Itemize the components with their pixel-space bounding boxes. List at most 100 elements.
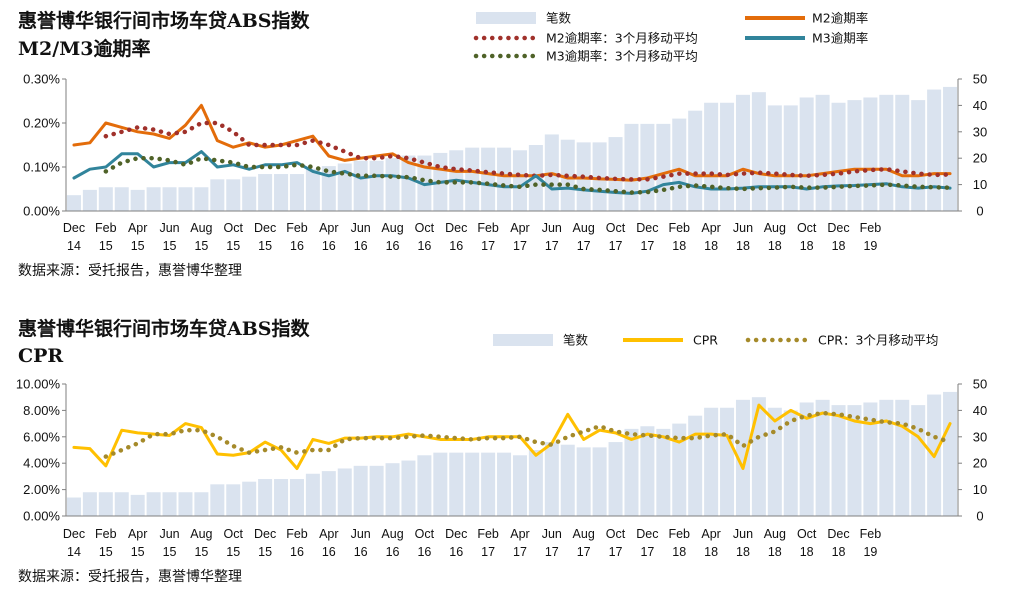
bar xyxy=(194,187,209,211)
bar xyxy=(210,484,225,516)
source-note: 数据来源：受托报告，惠誉博华整理 xyxy=(18,568,242,585)
series-m2-line xyxy=(72,103,952,182)
chart-2-title-line-2: CPR xyxy=(18,345,63,367)
legend-item-m3ma: M3逾期率：3个月移动平均 xyxy=(473,49,698,64)
bar xyxy=(178,187,193,211)
bar xyxy=(162,492,177,516)
y-left-tick-label: 0.30% xyxy=(23,72,60,87)
bar xyxy=(672,423,687,516)
bar xyxy=(258,174,273,211)
x-tick-label-month: Feb xyxy=(95,221,117,235)
bar xyxy=(624,428,639,516)
bar xyxy=(242,481,257,516)
bar xyxy=(720,102,735,211)
bar xyxy=(226,484,241,516)
bar xyxy=(481,147,496,211)
x-tick-label-month: Dec xyxy=(636,221,658,235)
bar xyxy=(847,405,862,516)
bars-group xyxy=(66,391,958,516)
bar xyxy=(576,447,591,516)
legend-item-cprma: CPR：3个月移动平均 xyxy=(745,333,938,348)
legend-label: M3逾期率：3个月移动平均 xyxy=(546,49,698,64)
x-tick-label-month: Dec xyxy=(254,221,276,235)
bar xyxy=(751,397,766,516)
bar xyxy=(258,479,273,516)
bar xyxy=(353,465,368,516)
y-right-tick-label: 40 xyxy=(973,98,987,113)
y-right-tick-label: 50 xyxy=(973,377,987,392)
chart-2-title-line-1: 惠誉博华银行间市场车贷ABS指数 xyxy=(18,317,311,340)
y-left-tick-label: 0.00% xyxy=(23,509,60,524)
x-tick-label-month: Apr xyxy=(510,221,529,235)
x-tick-label-year: 15 xyxy=(258,545,272,559)
bar xyxy=(704,407,719,516)
bar xyxy=(512,455,527,516)
series-m2ma-line xyxy=(103,120,953,182)
x-tick-label-year: 16 xyxy=(386,545,400,559)
chart-1-title-line-2: M2/M3逾期率 xyxy=(18,37,150,60)
x-tick-label-month: Feb xyxy=(477,527,499,541)
x-tick-label-month: Oct xyxy=(415,221,435,235)
legend-label: 笔数 xyxy=(563,333,589,348)
x-tick-label-year: 17 xyxy=(609,239,623,253)
x-tick-label-month: Jun xyxy=(159,527,179,541)
x-tick-label-year: 18 xyxy=(832,545,846,559)
bar xyxy=(82,189,97,211)
x-tick-label-month: Oct xyxy=(797,221,817,235)
bar xyxy=(417,455,432,516)
y-right-tick-label: 0 xyxy=(976,204,983,219)
bar xyxy=(66,497,81,516)
x-tick-label-year: 17 xyxy=(545,545,559,559)
x-tick-label-year: 15 xyxy=(163,239,177,253)
bar xyxy=(528,450,543,516)
x-tick-label-month: Dec xyxy=(63,527,85,541)
bar xyxy=(162,187,177,211)
bar xyxy=(289,479,304,516)
bar xyxy=(337,468,352,516)
bar xyxy=(656,123,671,211)
x-tick-label-month: Jun xyxy=(159,221,179,235)
x-tick-label-month: Aug xyxy=(573,527,595,541)
x-tick-label-month: Aug xyxy=(381,527,403,541)
x-tick-label-month: Oct xyxy=(224,527,244,541)
x-tick-label-year: 17 xyxy=(609,545,623,559)
bar xyxy=(704,102,719,211)
bar xyxy=(672,118,687,211)
x-tick-label-year: 16 xyxy=(354,545,368,559)
x-tick-label-month: Feb xyxy=(286,527,308,541)
x-tick-label-year: 15 xyxy=(131,545,145,559)
bar xyxy=(289,174,304,211)
x-tick-label-month: Oct xyxy=(224,221,244,235)
x-tick-label-month: Jun xyxy=(351,221,371,235)
x-tick-label-month: Dec xyxy=(445,221,467,235)
x-tick-label-month: Aug xyxy=(381,221,403,235)
x-tick-label-month: Dec xyxy=(254,527,276,541)
x-tick-label-year: 15 xyxy=(258,239,272,253)
legend-swatch xyxy=(493,334,553,346)
legend-label: CPR：3个月移动平均 xyxy=(818,333,938,348)
bar xyxy=(528,145,543,211)
bar xyxy=(879,94,894,211)
x-tick-label-month: Feb xyxy=(286,221,308,235)
bar xyxy=(783,410,798,516)
bar xyxy=(735,399,750,516)
bar xyxy=(608,137,623,211)
bar xyxy=(82,492,97,516)
y-left-tick-label: 0.10% xyxy=(23,160,60,175)
bar xyxy=(98,187,113,211)
x-tick-label-month: Feb xyxy=(668,527,690,541)
bar xyxy=(321,471,336,516)
bar xyxy=(449,452,464,516)
bar xyxy=(274,479,289,516)
bar xyxy=(895,399,910,516)
bar xyxy=(114,187,129,211)
bar xyxy=(735,94,750,211)
x-tick-label-year: 15 xyxy=(99,545,113,559)
bar xyxy=(98,492,113,516)
x-tick-label-year: 16 xyxy=(322,545,336,559)
x-tick-label-year: 16 xyxy=(449,545,463,559)
bar xyxy=(242,176,257,211)
x-tick-label-month: Aug xyxy=(573,221,595,235)
bar xyxy=(847,100,862,211)
